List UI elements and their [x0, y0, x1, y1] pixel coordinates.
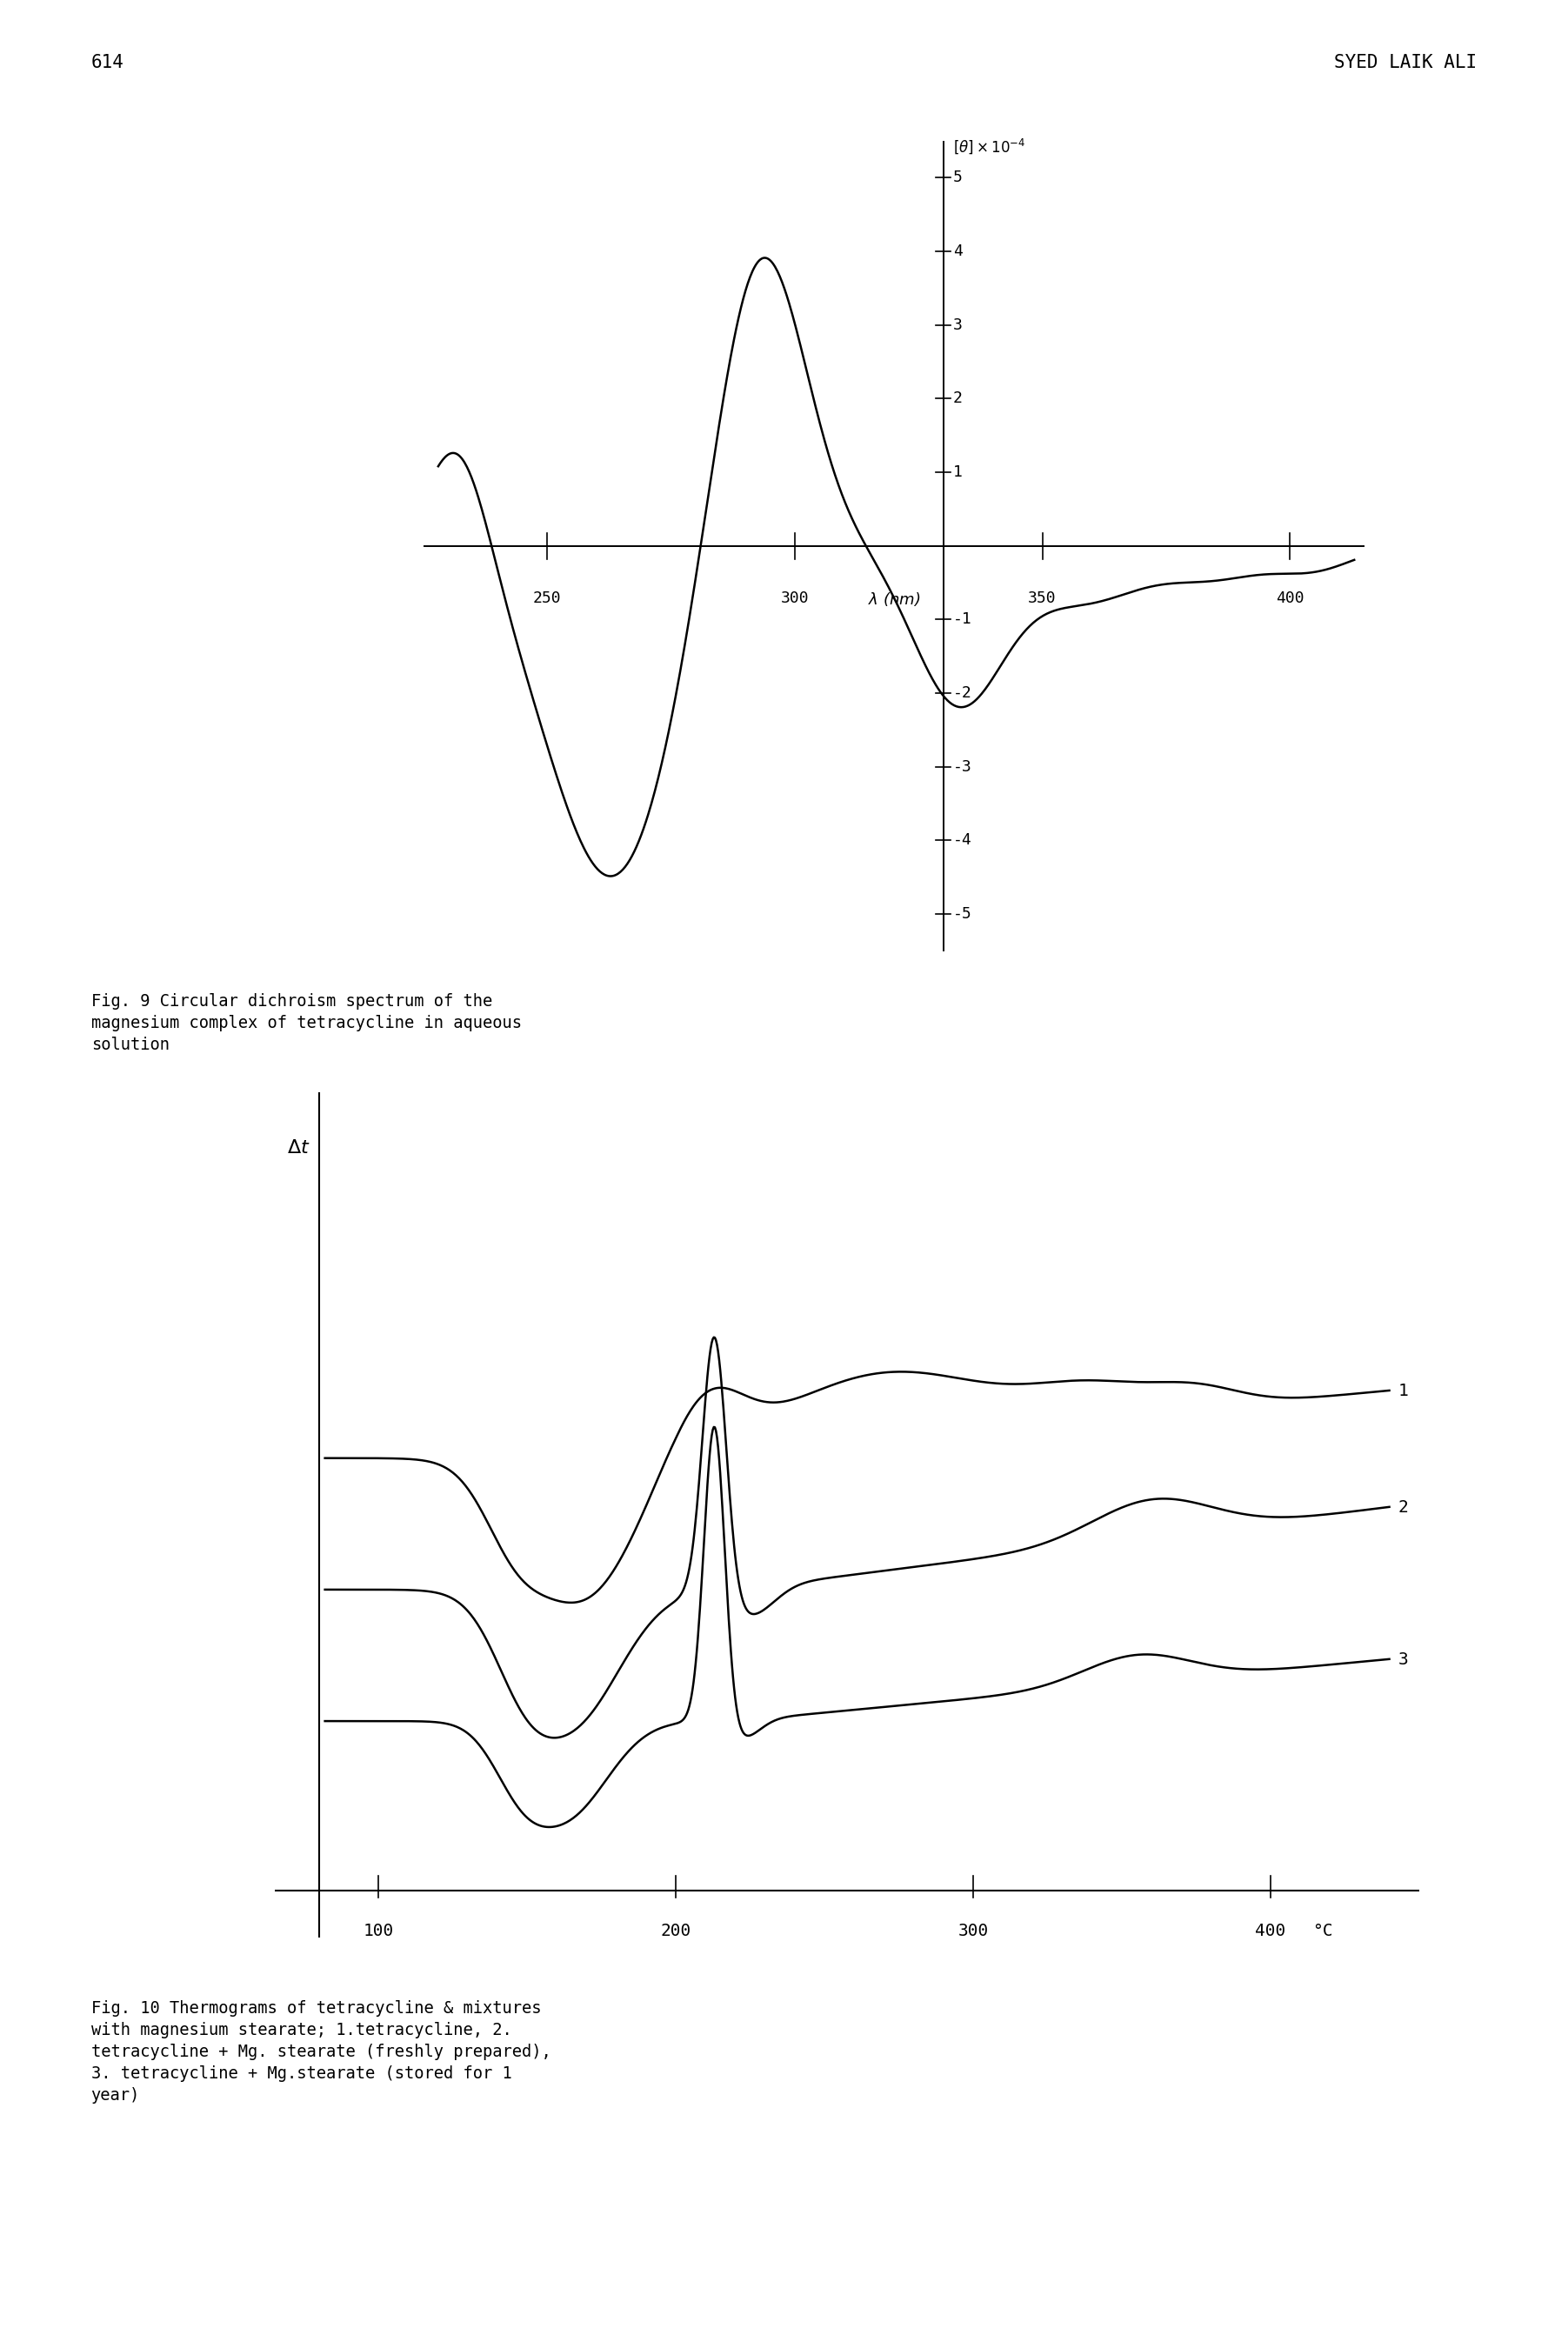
- Text: -5: -5: [953, 906, 972, 923]
- Text: SYED LAIK ALI: SYED LAIK ALI: [1334, 54, 1477, 70]
- Text: 2: 2: [953, 390, 963, 406]
- Text: -2: -2: [953, 686, 972, 702]
- Text: $\lambda$ (nm): $\lambda$ (nm): [867, 589, 920, 608]
- Text: 350: 350: [1029, 589, 1057, 606]
- Text: 2: 2: [1399, 1500, 1408, 1517]
- Text: $[\theta]\times10^{-4}$: $[\theta]\times10^{-4}$: [953, 136, 1025, 155]
- Text: 400: 400: [1254, 1923, 1286, 1939]
- Text: -4: -4: [953, 834, 972, 848]
- Text: 3: 3: [953, 317, 963, 333]
- Text: 5: 5: [953, 169, 963, 185]
- Text: $\Delta t$: $\Delta t$: [287, 1139, 310, 1155]
- Text: Fig. 9 Circular dichroism spectrum of the
magnesium complex of tetracycline in a: Fig. 9 Circular dichroism spectrum of th…: [91, 993, 522, 1054]
- Text: 4: 4: [953, 244, 963, 258]
- Text: 1: 1: [1399, 1383, 1408, 1399]
- Text: 250: 250: [533, 589, 561, 606]
- Text: 300: 300: [958, 1923, 988, 1939]
- Text: 300: 300: [781, 589, 809, 606]
- Text: Fig. 10 Thermograms of tetracycline & mixtures
with magnesium stearate; 1.tetrac: Fig. 10 Thermograms of tetracycline & mi…: [91, 2000, 550, 2104]
- Text: °C: °C: [1312, 1923, 1333, 1939]
- Text: -3: -3: [953, 758, 972, 775]
- Text: 400: 400: [1276, 589, 1305, 606]
- Text: 1: 1: [953, 465, 963, 479]
- Text: 200: 200: [660, 1923, 691, 1939]
- Text: 614: 614: [91, 54, 124, 70]
- Text: 3: 3: [1399, 1651, 1408, 1667]
- Text: 100: 100: [364, 1923, 394, 1939]
- Text: -1: -1: [953, 613, 972, 627]
